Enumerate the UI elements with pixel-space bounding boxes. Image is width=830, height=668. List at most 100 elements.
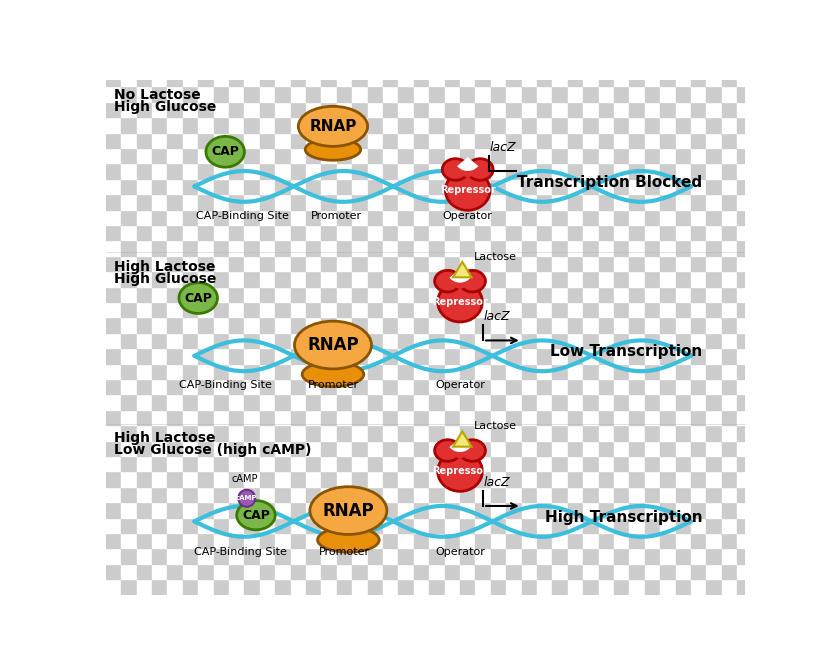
Bar [429, 55, 445, 71]
Bar [598, 348, 614, 363]
Bar [691, 317, 706, 333]
Bar [276, 487, 290, 502]
Bar [306, 71, 321, 86]
Bar [337, 148, 352, 163]
Bar [168, 487, 183, 502]
Bar [506, 317, 521, 333]
Bar [368, 409, 383, 425]
Bar [368, 394, 383, 409]
Bar [244, 117, 260, 132]
Bar [383, 502, 398, 518]
Bar [198, 102, 213, 117]
Bar [568, 518, 583, 533]
Bar [306, 533, 321, 548]
Bar [753, 148, 768, 163]
Bar [244, 132, 260, 148]
Bar [491, 394, 506, 409]
Bar [645, 533, 660, 548]
Bar [321, 409, 337, 425]
Bar [398, 302, 414, 317]
Bar [137, 502, 152, 518]
Bar [244, 86, 260, 102]
Bar [121, 425, 137, 440]
Bar [352, 194, 368, 210]
Bar [460, 363, 476, 379]
Bar [537, 472, 553, 487]
Bar [198, 333, 213, 348]
Bar [383, 564, 398, 579]
Bar [753, 102, 768, 117]
Bar [722, 240, 737, 256]
Bar [398, 533, 414, 548]
Bar [137, 102, 152, 117]
Bar [321, 71, 337, 86]
Bar [598, 240, 614, 256]
Bar [121, 194, 137, 210]
Text: cAMP: cAMP [236, 495, 257, 501]
Bar [476, 55, 491, 71]
Bar [168, 271, 183, 287]
Bar [629, 163, 645, 179]
Bar [645, 287, 660, 302]
Bar [198, 302, 213, 317]
Bar [537, 71, 553, 86]
Bar [244, 487, 260, 502]
Bar [137, 333, 152, 348]
Bar [337, 271, 352, 287]
Bar [321, 256, 337, 271]
Bar [183, 317, 198, 333]
Bar [706, 132, 722, 148]
Bar [306, 487, 321, 502]
Bar [476, 409, 491, 425]
Bar [491, 533, 506, 548]
Bar [553, 333, 568, 348]
Bar [598, 425, 614, 440]
Bar [521, 425, 537, 440]
Bar [568, 225, 583, 240]
Bar [152, 132, 168, 148]
Bar [137, 256, 152, 271]
Bar [460, 148, 476, 163]
Bar [553, 440, 568, 456]
Bar [276, 456, 290, 472]
Bar [213, 102, 229, 117]
Bar [629, 394, 645, 409]
Bar [629, 148, 645, 163]
Bar [460, 409, 476, 425]
Bar [429, 379, 445, 394]
Bar [213, 148, 229, 163]
Bar [337, 256, 352, 271]
Bar [244, 271, 260, 287]
Bar [521, 240, 537, 256]
Bar [321, 240, 337, 256]
Bar [244, 102, 260, 117]
Bar [276, 518, 290, 533]
Bar [321, 148, 337, 163]
Bar [213, 564, 229, 579]
Bar [306, 194, 321, 210]
Bar [521, 518, 537, 533]
Bar [152, 256, 168, 271]
Bar [660, 317, 676, 333]
Bar [476, 102, 491, 117]
Bar [598, 256, 614, 271]
Bar [676, 179, 691, 194]
Bar [445, 518, 460, 533]
Bar [676, 210, 691, 225]
Bar [614, 240, 629, 256]
Bar [152, 472, 168, 487]
Bar [553, 117, 568, 132]
Bar [260, 409, 276, 425]
Bar [445, 287, 460, 302]
Bar [152, 179, 168, 194]
Bar [753, 472, 768, 487]
Bar [414, 579, 429, 595]
Bar [553, 394, 568, 409]
Bar [276, 533, 290, 548]
Bar [152, 117, 168, 132]
Bar [445, 55, 460, 71]
Bar [121, 502, 137, 518]
Bar [337, 117, 352, 132]
Bar [706, 225, 722, 240]
Bar [521, 210, 537, 225]
